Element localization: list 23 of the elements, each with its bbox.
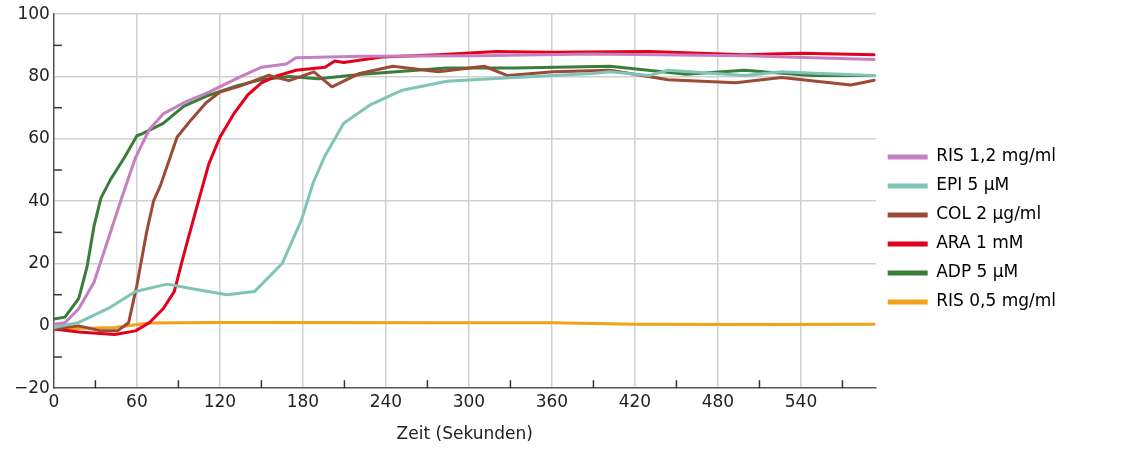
legend-label: ADP 5 µM	[936, 261, 1019, 282]
y-tick-label: 40	[28, 189, 50, 210]
legend-label: ARA 1 mM	[936, 232, 1024, 253]
x-tick-label: 480	[701, 390, 735, 411]
x-tick-label: 120	[203, 390, 237, 411]
legend-label: RIS 1,2 mg/ml	[936, 145, 1057, 166]
y-tick-label: −20	[13, 376, 50, 397]
x-tick-label: 60	[126, 390, 148, 411]
y-tick-label: 80	[28, 64, 50, 85]
legend-label: RIS 0,5 mg/ml	[936, 290, 1057, 311]
x-tick-label: 180	[286, 390, 320, 411]
y-tick-label: 100	[17, 2, 50, 23]
y-tick-label: 60	[28, 127, 50, 148]
x-tick-label: 540	[784, 390, 818, 411]
y-tick-label: 20	[28, 251, 50, 272]
x-axis-title: Zeit (Sekunden)	[396, 423, 533, 444]
x-tick-label: 360	[535, 390, 569, 411]
legend-label: EPI 5 µM	[936, 174, 1010, 195]
legend-label: COL 2 µg/ml	[936, 203, 1042, 224]
y-tick-label: 0	[39, 314, 50, 335]
x-tick-label: 240	[369, 390, 403, 411]
x-tick-label: 300	[452, 390, 486, 411]
x-tick-label: 420	[618, 390, 652, 411]
